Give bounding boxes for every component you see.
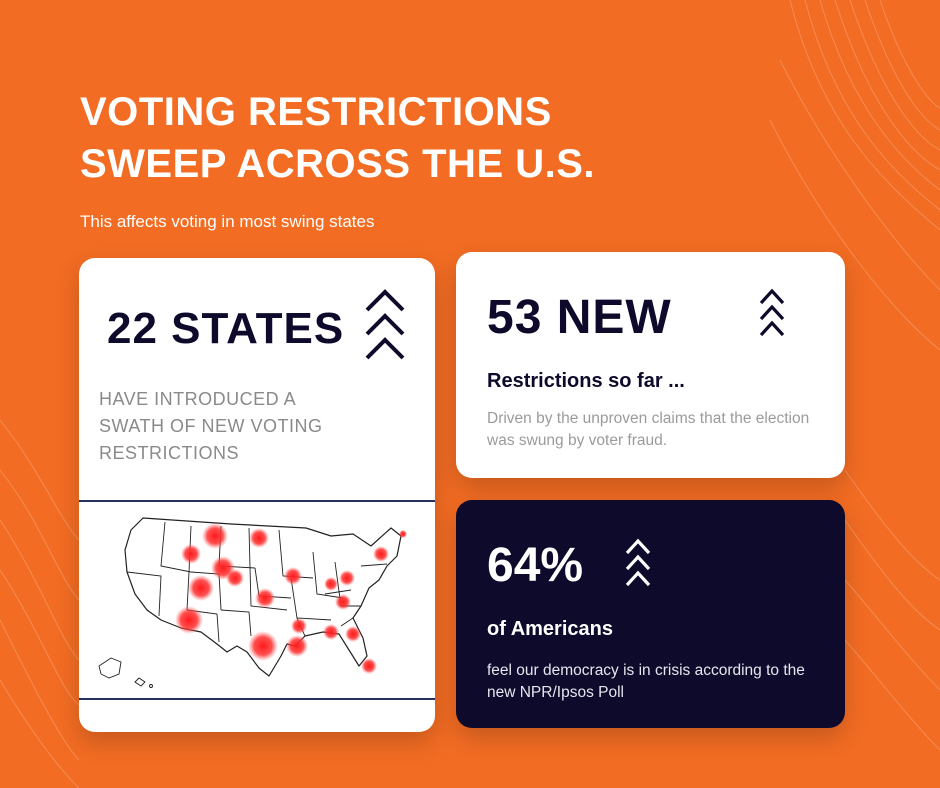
restrictions-card: 53 NEW Restrictions so far ... Driven by… <box>456 252 845 478</box>
divider-top <box>79 500 435 502</box>
states-stat: 22 STATES <box>107 304 345 353</box>
page-title: VOTING RESTRICTIONS SWEEP ACROSS THE U.S… <box>80 86 595 190</box>
states-description: HAVE INTRODUCED A SWATH OF NEW VOTING RE… <box>99 389 323 463</box>
americans-description: feel our democracy is in crisis accordin… <box>487 662 805 701</box>
restrictions-stat: 53 NEW <box>487 291 672 344</box>
americans-heading: of Americans <box>487 618 613 640</box>
us-map-icon <box>98 517 407 688</box>
triple-chevron-up-icon <box>365 289 405 360</box>
triple-chevron-up-icon <box>625 538 651 587</box>
page-title-line-1: VOTING RESTRICTIONS <box>80 90 552 134</box>
page-title-line-2: SWEEP ACROSS THE U.S. <box>80 142 596 186</box>
americans-card: 64% of Americans feel our democracy is i… <box>456 500 845 728</box>
restrictions-description: Driven by the unproven claims that the e… <box>487 410 810 449</box>
states-card: 22 STATES HAVE INTRODUCED A SWATH OF NEW… <box>79 258 435 732</box>
page-subtitle: This affects voting in most swing states <box>80 212 375 231</box>
restrictions-heading: Restrictions so far ... <box>487 370 685 392</box>
divider-bottom <box>79 698 435 700</box>
triple-chevron-up-icon <box>759 288 785 337</box>
americans-stat: 64% <box>487 539 584 592</box>
